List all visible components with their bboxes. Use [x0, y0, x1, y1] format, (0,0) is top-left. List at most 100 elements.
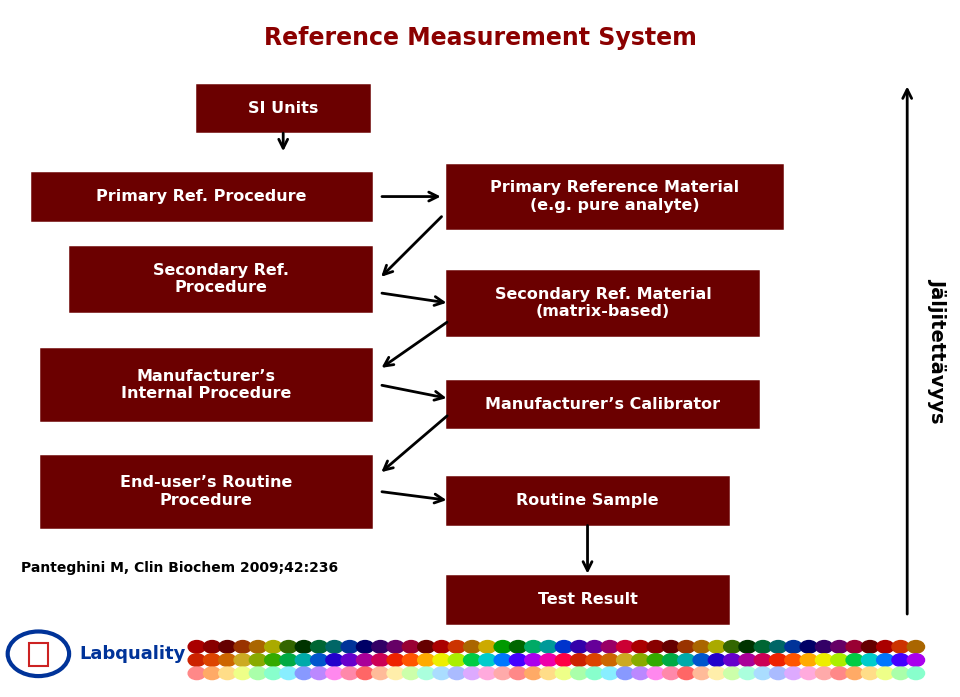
Circle shape	[234, 641, 252, 653]
Circle shape	[341, 654, 358, 666]
Circle shape	[570, 641, 588, 653]
Circle shape	[250, 654, 267, 666]
Circle shape	[204, 667, 221, 680]
Circle shape	[846, 667, 863, 680]
Circle shape	[250, 641, 267, 653]
Circle shape	[586, 667, 603, 680]
Circle shape	[540, 654, 558, 666]
Circle shape	[662, 641, 680, 653]
Circle shape	[892, 641, 909, 653]
Circle shape	[555, 667, 572, 680]
Circle shape	[280, 667, 298, 680]
Circle shape	[785, 641, 803, 653]
Circle shape	[861, 641, 878, 653]
Circle shape	[632, 667, 649, 680]
Circle shape	[724, 641, 741, 653]
Circle shape	[433, 667, 450, 680]
Circle shape	[876, 654, 894, 666]
Circle shape	[876, 641, 894, 653]
Circle shape	[678, 654, 695, 666]
Circle shape	[418, 654, 435, 666]
FancyBboxPatch shape	[444, 162, 784, 231]
Circle shape	[678, 641, 695, 653]
Circle shape	[250, 667, 267, 680]
Circle shape	[464, 641, 481, 653]
Circle shape	[372, 641, 389, 653]
Text: Test Result: Test Result	[538, 592, 637, 607]
Text: Secondary Ref.
Procedure: Secondary Ref. Procedure	[153, 263, 289, 295]
Circle shape	[555, 641, 572, 653]
Text: Jäljitettävyys: Jäljitettävyys	[928, 278, 948, 422]
Circle shape	[296, 641, 313, 653]
Circle shape	[755, 667, 772, 680]
Circle shape	[907, 654, 924, 666]
Text: Reference Measurement System: Reference Measurement System	[264, 26, 696, 50]
Circle shape	[601, 654, 618, 666]
Circle shape	[234, 654, 252, 666]
Circle shape	[418, 667, 435, 680]
Text: SI Units: SI Units	[248, 100, 319, 116]
Circle shape	[479, 667, 496, 680]
Circle shape	[479, 641, 496, 653]
Circle shape	[755, 654, 772, 666]
Circle shape	[892, 667, 909, 680]
Circle shape	[280, 654, 298, 666]
Circle shape	[800, 641, 818, 653]
Circle shape	[708, 654, 726, 666]
Circle shape	[586, 654, 603, 666]
Circle shape	[540, 641, 558, 653]
Circle shape	[356, 667, 373, 680]
Circle shape	[479, 654, 496, 666]
FancyBboxPatch shape	[444, 378, 761, 431]
Circle shape	[678, 667, 695, 680]
Circle shape	[387, 667, 404, 680]
FancyBboxPatch shape	[194, 82, 372, 134]
Circle shape	[296, 654, 313, 666]
FancyBboxPatch shape	[38, 453, 374, 530]
Circle shape	[204, 641, 221, 653]
Circle shape	[341, 641, 358, 653]
Circle shape	[448, 654, 466, 666]
Circle shape	[418, 641, 435, 653]
Circle shape	[356, 641, 373, 653]
Text: Routine Sample: Routine Sample	[516, 493, 659, 508]
Circle shape	[693, 641, 710, 653]
Circle shape	[510, 667, 527, 680]
Circle shape	[861, 667, 878, 680]
Circle shape	[311, 667, 328, 680]
Circle shape	[586, 641, 603, 653]
Circle shape	[525, 667, 542, 680]
Circle shape	[356, 654, 373, 666]
Circle shape	[464, 654, 481, 666]
FancyBboxPatch shape	[29, 643, 48, 666]
Circle shape	[601, 641, 618, 653]
Circle shape	[616, 654, 634, 666]
FancyBboxPatch shape	[38, 346, 374, 423]
Circle shape	[464, 667, 481, 680]
Circle shape	[662, 654, 680, 666]
Text: Secondary Ref. Material
(matrix-based): Secondary Ref. Material (matrix-based)	[494, 287, 711, 319]
Circle shape	[265, 654, 282, 666]
Circle shape	[372, 667, 389, 680]
Circle shape	[693, 654, 710, 666]
Text: Panteghini M, Clin Biochem 2009;42:236: Panteghini M, Clin Biochem 2009;42:236	[21, 561, 338, 575]
Circle shape	[387, 654, 404, 666]
Circle shape	[907, 667, 924, 680]
Circle shape	[525, 654, 542, 666]
Circle shape	[494, 641, 512, 653]
Circle shape	[815, 667, 832, 680]
Circle shape	[555, 654, 572, 666]
Circle shape	[433, 654, 450, 666]
Circle shape	[402, 641, 420, 653]
FancyBboxPatch shape	[67, 244, 374, 314]
Circle shape	[402, 654, 420, 666]
Circle shape	[311, 641, 328, 653]
Circle shape	[188, 654, 205, 666]
Circle shape	[387, 641, 404, 653]
Circle shape	[525, 641, 542, 653]
Circle shape	[234, 667, 252, 680]
Circle shape	[540, 667, 558, 680]
Circle shape	[892, 654, 909, 666]
Circle shape	[188, 667, 205, 680]
Circle shape	[724, 654, 741, 666]
